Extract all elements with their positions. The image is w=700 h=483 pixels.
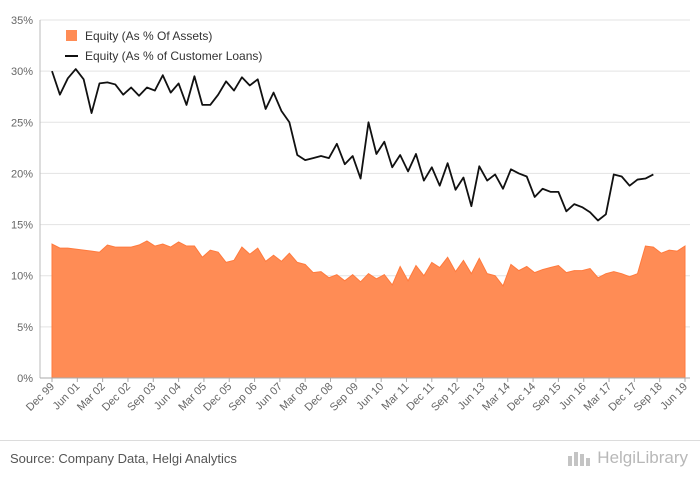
x-tick-label: Sep 03: [125, 381, 158, 414]
legend-swatch-area: [66, 30, 77, 41]
brand-logo: HelgiLibrary: [568, 448, 688, 468]
legend-label-area: Equity (As % Of Assets): [85, 29, 212, 43]
x-tick-label: Sep 15: [530, 381, 563, 414]
y-tick-label: 30%: [11, 66, 33, 78]
x-tick-label: Sep 12: [429, 381, 462, 414]
legend: Equity (As % Of Assets) Equity (As % of C…: [65, 29, 262, 63]
y-tick-label: 20%: [11, 168, 33, 180]
legend-label-line: Equity (As % of Customer Loans): [85, 49, 262, 63]
brand-name: HelgiLibrary: [597, 448, 688, 467]
y-axis: 0% 5% 10% 15% 20% 25% 30% 35%: [11, 15, 41, 385]
y-tick-label: 15%: [11, 220, 33, 232]
y-tick-label: 25%: [11, 117, 33, 129]
source-note: Source: Company Data, Helgi Analytics: [10, 451, 237, 466]
y-tick-label: 0%: [17, 373, 33, 385]
series-area-equity-assets: [51, 240, 686, 379]
series-line-equity-loans: [51, 68, 654, 222]
area-layer: [51, 240, 686, 379]
footer: Source: Company Data, Helgi Analytics He…: [0, 440, 700, 483]
line-layer: [51, 68, 654, 222]
x-tick-label: Jun 19: [658, 381, 690, 413]
x-tick-label: Jun 10: [354, 381, 386, 413]
x-tick-label: Sep 09: [328, 381, 361, 414]
x-tick-label: Sep 18: [632, 381, 665, 414]
y-tick-label: 35%: [11, 15, 33, 27]
y-tick-label: 10%: [11, 271, 33, 283]
y-tick-label: 5%: [17, 322, 33, 334]
x-tick-label: Dec 99: [24, 381, 57, 414]
library-icon: [568, 450, 592, 466]
x-tick-label: Sep 06: [227, 381, 260, 414]
